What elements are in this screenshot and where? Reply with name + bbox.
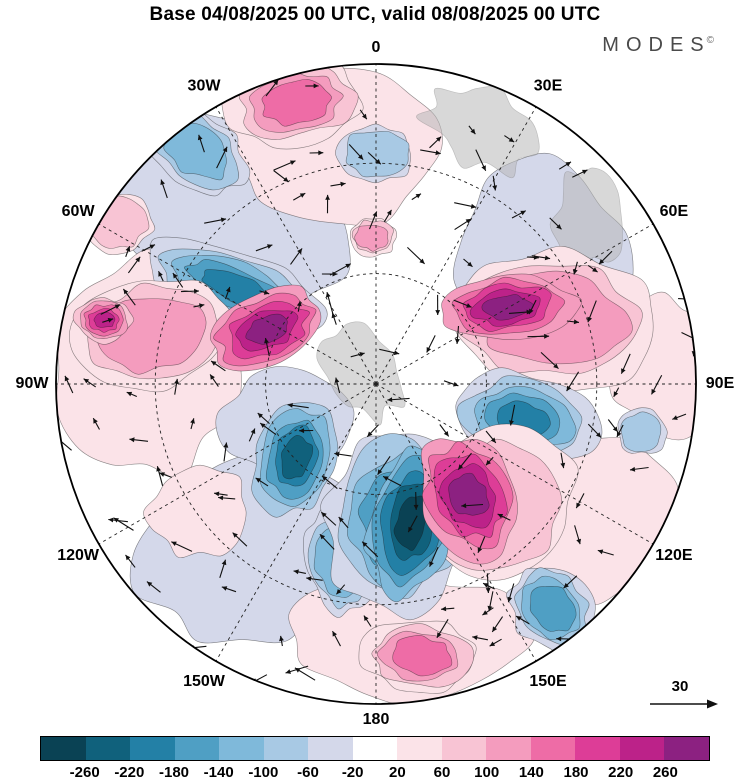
colorbar-tick-label: -220 bbox=[114, 764, 144, 781]
longitude-label: 60E bbox=[660, 203, 689, 220]
colorbar-segment bbox=[531, 737, 576, 760]
colorbar-tick-label: -20 bbox=[342, 764, 364, 781]
colorbar-segment bbox=[397, 737, 442, 760]
colorbar-segment bbox=[175, 737, 220, 760]
map-clip-group bbox=[55, 49, 714, 706]
colorbar-segment bbox=[620, 737, 665, 760]
colorbar-tick-label: 100 bbox=[474, 764, 499, 781]
longitude-label: 30W bbox=[188, 77, 222, 94]
longitude-label: 120E bbox=[655, 547, 693, 564]
colorbar-tick-label: 140 bbox=[519, 764, 544, 781]
colorbar-segment bbox=[575, 737, 620, 760]
longitude-label: 150E bbox=[529, 673, 567, 690]
colorbar-tick-label: 20 bbox=[389, 764, 406, 781]
colorbar-segment bbox=[353, 737, 398, 760]
colorbar-segment bbox=[86, 737, 131, 760]
colorbar-segment bbox=[219, 737, 264, 760]
colorbar-segment bbox=[664, 737, 709, 760]
colorbar-tick-labels: -260 -220 -180 -140 -100 -60 -20 20 60 100 140 180 2… bbox=[40, 764, 710, 784]
longitude-label: 0 bbox=[372, 39, 381, 56]
longitude-label: 120W bbox=[57, 547, 100, 564]
colorbar-segment bbox=[264, 737, 309, 760]
contour-patch bbox=[621, 412, 661, 452]
polar-map: 0 30E 60E 90E 120E 150E 180 150W 120W 90W 60W 30W 30 bbox=[0, 0, 750, 730]
colorbar-segment bbox=[486, 737, 531, 760]
longitude-label: 90E bbox=[706, 375, 735, 392]
colorbar-segment bbox=[130, 737, 175, 760]
colorbar-tick-label: -60 bbox=[297, 764, 319, 781]
colorbar: -260 -220 -180 -140 -100 -60 -20 20 60 100 140 180 2… bbox=[40, 736, 710, 784]
colorbar-segment bbox=[308, 737, 353, 760]
colorbar-swatches bbox=[40, 736, 710, 761]
colorbar-tick-label: -180 bbox=[159, 764, 189, 781]
longitude-label: 180 bbox=[363, 711, 390, 728]
longitude-label: 30E bbox=[534, 77, 563, 94]
colorbar-tick-label: -100 bbox=[248, 764, 278, 781]
colorbar-tick-label: 60 bbox=[434, 764, 451, 781]
reference-arrow-head bbox=[707, 700, 718, 709]
reference-arrow-label: 30 bbox=[672, 678, 689, 695]
reference-arrow: 30 bbox=[650, 678, 718, 709]
colorbar-tick-label: -140 bbox=[204, 764, 234, 781]
colorbar-tick-label: 260 bbox=[653, 764, 678, 781]
colorbar-segment bbox=[41, 737, 86, 760]
colorbar-tick-label: 180 bbox=[563, 764, 588, 781]
longitude-label: 60W bbox=[62, 203, 96, 220]
colorbar-tick-label: -260 bbox=[70, 764, 100, 781]
longitude-label: 150W bbox=[183, 673, 226, 690]
colorbar-tick-label: 220 bbox=[608, 764, 633, 781]
colorbar-segment bbox=[442, 737, 487, 760]
longitude-label: 90W bbox=[16, 375, 50, 392]
